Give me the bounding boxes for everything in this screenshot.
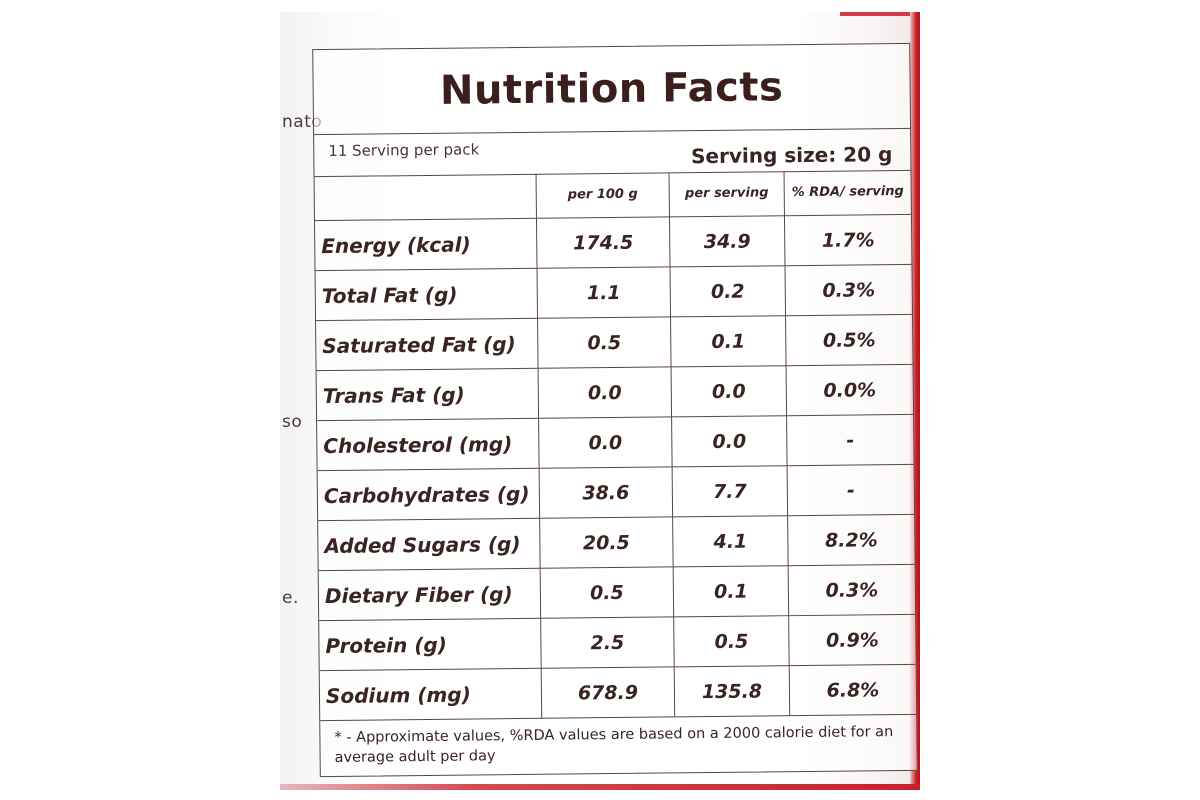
value-rda: 6.8% xyxy=(789,664,917,716)
value-rda: 8.2% xyxy=(787,514,915,566)
value-rda: - xyxy=(786,414,914,466)
servings-per-pack: 11 Serving per pack xyxy=(328,140,480,160)
table-row: Total Fat (g) 1.1 0.2 0.3% xyxy=(315,264,913,321)
value-per-serving: 34.9 xyxy=(669,215,785,267)
value-rda: - xyxy=(787,464,915,516)
table-row: Cholesterol (mg) 0.0 0.0 - xyxy=(317,414,914,471)
value-per-serving: 0.0 xyxy=(671,415,788,467)
header-nutrient xyxy=(314,173,537,221)
value-per-serving: 0.5 xyxy=(673,615,790,667)
value-rda: 0.9% xyxy=(788,614,916,666)
side-text-top: nato xyxy=(282,112,323,132)
footnote: * - Approximate values, %RDA values are … xyxy=(334,724,894,766)
nutrient-name: Energy (kcal) xyxy=(315,218,538,271)
value-per-100g: 0.0 xyxy=(538,366,672,419)
value-per-100g: 174.5 xyxy=(536,216,671,269)
header-per-serving: per serving xyxy=(669,171,785,217)
nutrition-label: Nutrition Facts 11 Serving per pack Serv… xyxy=(312,42,918,778)
table-row: Sodium (mg) 678.9 135.8 6.8% xyxy=(319,664,917,721)
value-rda: 0.3% xyxy=(784,264,913,316)
nutrient-name: Protein (g) xyxy=(319,618,542,671)
nutrient-name: Total Fat (g) xyxy=(315,268,538,321)
red-side-edge xyxy=(910,12,920,790)
value-rda: 0.5% xyxy=(785,314,913,366)
value-per-100g: 0.0 xyxy=(538,416,673,469)
value-per-100g: 1.1 xyxy=(537,266,671,319)
table-row: Dietary Fiber (g) 0.5 0.1 0.3% xyxy=(318,564,916,621)
value-per-100g: 38.6 xyxy=(539,466,673,519)
value-per-serving: 0.0 xyxy=(671,365,787,417)
header-per-100g: per 100 g xyxy=(536,172,670,219)
value-per-serving: 0.1 xyxy=(673,565,789,617)
label-title: Nutrition Facts xyxy=(313,43,911,136)
table-row: Protein (g) 2.5 0.5 0.9% xyxy=(319,614,916,671)
nutrient-name: Dietary Fiber (g) xyxy=(318,568,541,621)
red-lid-edge xyxy=(840,12,920,16)
value-per-serving: 0.2 xyxy=(670,265,786,317)
serving-size: Serving size: 20 g xyxy=(690,142,893,169)
table-row: Added Sugars (g) 20.5 4.1 8.2% xyxy=(318,514,915,571)
nutrient-name: Carbohydrates (g) xyxy=(317,468,540,521)
table-row: Trans Fat (g) 0.0 0.0 0.0% xyxy=(316,364,914,421)
nutrient-name: Trans Fat (g) xyxy=(316,368,539,421)
side-text-lower: e. xyxy=(282,588,299,608)
value-per-serving: 0.1 xyxy=(670,315,787,367)
red-base-edge xyxy=(280,784,920,790)
value-rda: 0.0% xyxy=(786,364,914,416)
nutrition-table: per 100 g per serving % RDA/ serving Ene… xyxy=(314,169,917,721)
value-per-serving: 135.8 xyxy=(674,665,790,717)
nutrient-name: Sodium (mg) xyxy=(319,668,542,721)
value-per-serving: 7.7 xyxy=(672,465,788,517)
nutrient-name: Added Sugars (g) xyxy=(318,518,541,571)
header-rda: % RDA/ serving xyxy=(784,169,911,216)
value-per-100g: 0.5 xyxy=(540,566,674,619)
value-per-100g: 2.5 xyxy=(540,616,675,669)
value-rda: 0.3% xyxy=(788,564,916,616)
table-row: Saturated Fat (g) 0.5 0.1 0.5% xyxy=(316,314,913,371)
serving-info: 11 Serving per pack Serving size: 20 g xyxy=(314,127,911,178)
value-per-100g: 0.5 xyxy=(537,316,672,369)
side-text-middle: so xyxy=(282,412,303,432)
value-per-serving: 4.1 xyxy=(672,515,789,567)
table-row: Carbohydrates (g) 38.6 7.7 - xyxy=(317,464,915,521)
value-per-100g: 20.5 xyxy=(539,516,674,569)
table-row: Energy (kcal) 174.5 34.9 1.7% xyxy=(315,214,912,271)
table-header-row: per 100 g per serving % RDA/ serving xyxy=(314,169,911,221)
nutrient-name: Cholesterol (mg) xyxy=(317,418,540,471)
nutrient-name: Saturated Fat (g) xyxy=(316,318,539,371)
value-per-100g: 678.9 xyxy=(541,666,675,719)
value-rda: 1.7% xyxy=(784,214,912,266)
